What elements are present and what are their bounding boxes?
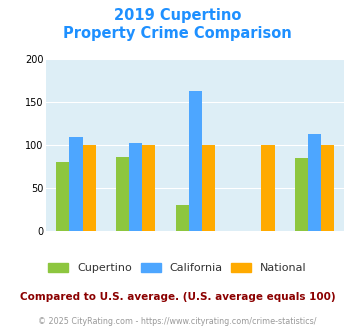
Text: Property Crime Comparison: Property Crime Comparison [63, 26, 292, 41]
Bar [129, 143, 142, 231]
Bar [261, 145, 274, 231]
Bar [202, 145, 215, 231]
Text: 2019 Cupertino: 2019 Cupertino [114, 8, 241, 23]
Bar [176, 205, 189, 231]
Bar [189, 91, 202, 231]
Text: Compared to U.S. average. (U.S. average equals 100): Compared to U.S. average. (U.S. average … [20, 292, 335, 302]
Legend: Cupertino, California, National: Cupertino, California, National [48, 263, 307, 273]
Bar [142, 145, 155, 231]
Bar [308, 134, 321, 231]
Text: © 2025 CityRating.com - https://www.cityrating.com/crime-statistics/: © 2025 CityRating.com - https://www.city… [38, 317, 317, 326]
Bar [295, 158, 308, 231]
Bar [116, 157, 129, 231]
Bar [321, 145, 334, 231]
Bar [82, 145, 95, 231]
Bar [70, 137, 82, 231]
Bar [56, 162, 70, 231]
